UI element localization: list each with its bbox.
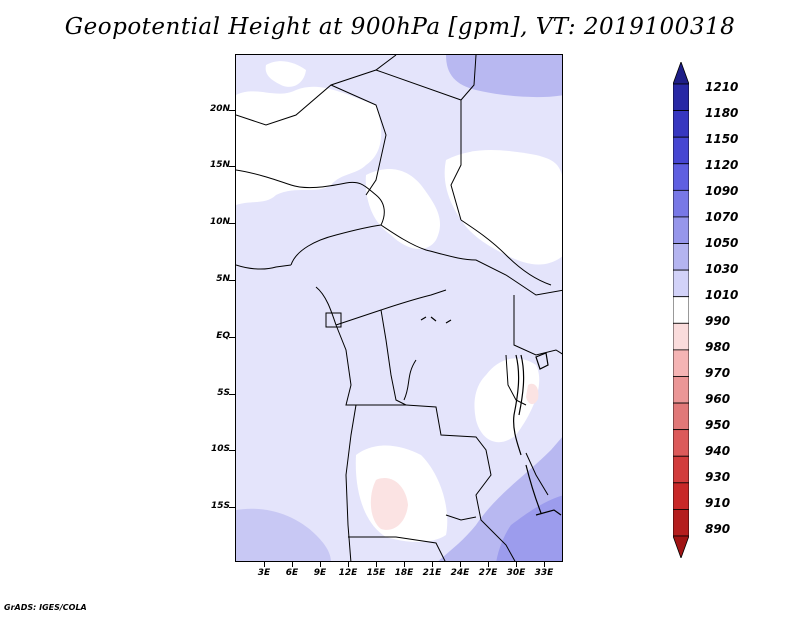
color-swatch — [672, 535, 690, 560]
color-swatch — [672, 482, 690, 510]
color-swatch — [672, 509, 690, 537]
legend-label-1150: 1150 — [705, 132, 739, 146]
country-borders — [236, 55, 562, 561]
y-label-10s: 10S — [210, 444, 230, 454]
chart-title: Geopotential Height at 900hPa [gpm], VT:… — [64, 14, 736, 40]
color-swatch — [672, 110, 690, 138]
x-label-12e: 12E — [338, 568, 358, 578]
y-label-10n: 10N — [209, 217, 230, 227]
color-swatch — [672, 455, 690, 484]
color-swatch — [672, 376, 690, 404]
color-swatch — [672, 269, 690, 298]
y-label-eq: EQ — [216, 331, 230, 341]
map-field — [236, 55, 562, 561]
y-label-15s: 15S — [210, 501, 230, 511]
legend-label-990: 990 — [705, 314, 731, 328]
field-white-north — [265, 61, 306, 87]
y-label-20n: 20N — [209, 104, 230, 114]
x-label-3e: 3E — [257, 568, 271, 578]
legend-label-980: 980 — [705, 340, 731, 354]
legend-label-950: 950 — [705, 418, 731, 432]
x-label-15e: 15E — [366, 568, 386, 578]
x-label-6e: 6E — [285, 568, 299, 578]
color-swatch — [672, 402, 690, 431]
x-label-24e: 24E — [450, 568, 470, 578]
x-label-27e: 27E — [478, 568, 498, 578]
x-label-9e: 9E — [313, 568, 327, 578]
legend-label-970: 970 — [705, 366, 731, 380]
color-swatch — [672, 163, 690, 191]
field-blue-sw — [236, 508, 331, 561]
field-white-sahel — [236, 86, 382, 205]
legend-label-1030: 1030 — [705, 262, 739, 276]
field-white-sudan — [444, 150, 562, 265]
x-label-21e: 21E — [422, 568, 442, 578]
color-swatch — [672, 322, 690, 351]
legend-label-1010: 1010 — [705, 288, 739, 302]
legend-label-1070: 1070 — [705, 210, 739, 224]
color-swatch — [672, 83, 690, 111]
y-label-15n: 15N — [209, 160, 230, 170]
color-swatch — [672, 296, 690, 324]
color-swatch — [672, 60, 690, 85]
color-swatch — [672, 349, 690, 377]
color-swatch — [672, 243, 690, 271]
lakes — [420, 316, 562, 516]
legend-label-1090: 1090 — [705, 184, 739, 198]
map-panel — [235, 54, 563, 562]
x-label-18e: 18E — [394, 568, 414, 578]
legend-label-1210: 1210 — [705, 80, 739, 94]
x-label-33e: 33E — [534, 568, 554, 578]
legend-label-890: 890 — [705, 522, 731, 536]
color-swatch — [672, 216, 690, 244]
y-label-5s: 5S — [217, 388, 230, 398]
field-pink-angola — [370, 477, 408, 530]
legend-label-940: 940 — [705, 444, 731, 458]
color-swatch — [672, 136, 690, 165]
color-swatch — [672, 189, 690, 218]
legend-label-1180: 1180 — [705, 106, 739, 120]
y-label-5n: 5N — [216, 274, 230, 284]
color-swatch — [672, 429, 690, 457]
color-bar — [672, 60, 690, 562]
legend-label-1120: 1120 — [705, 158, 739, 172]
field-white-chad — [365, 169, 441, 250]
color-bar-swatches — [672, 60, 690, 560]
legend-label-960: 960 — [705, 392, 731, 406]
legend-label-930: 930 — [705, 470, 731, 484]
grads-credit: GrADS: IGES/COLA — [4, 603, 87, 612]
legend-label-910: 910 — [705, 496, 731, 510]
legend-label-1050: 1050 — [705, 236, 739, 250]
x-label-30e: 30E — [506, 568, 526, 578]
field-pink-lake — [526, 383, 539, 405]
